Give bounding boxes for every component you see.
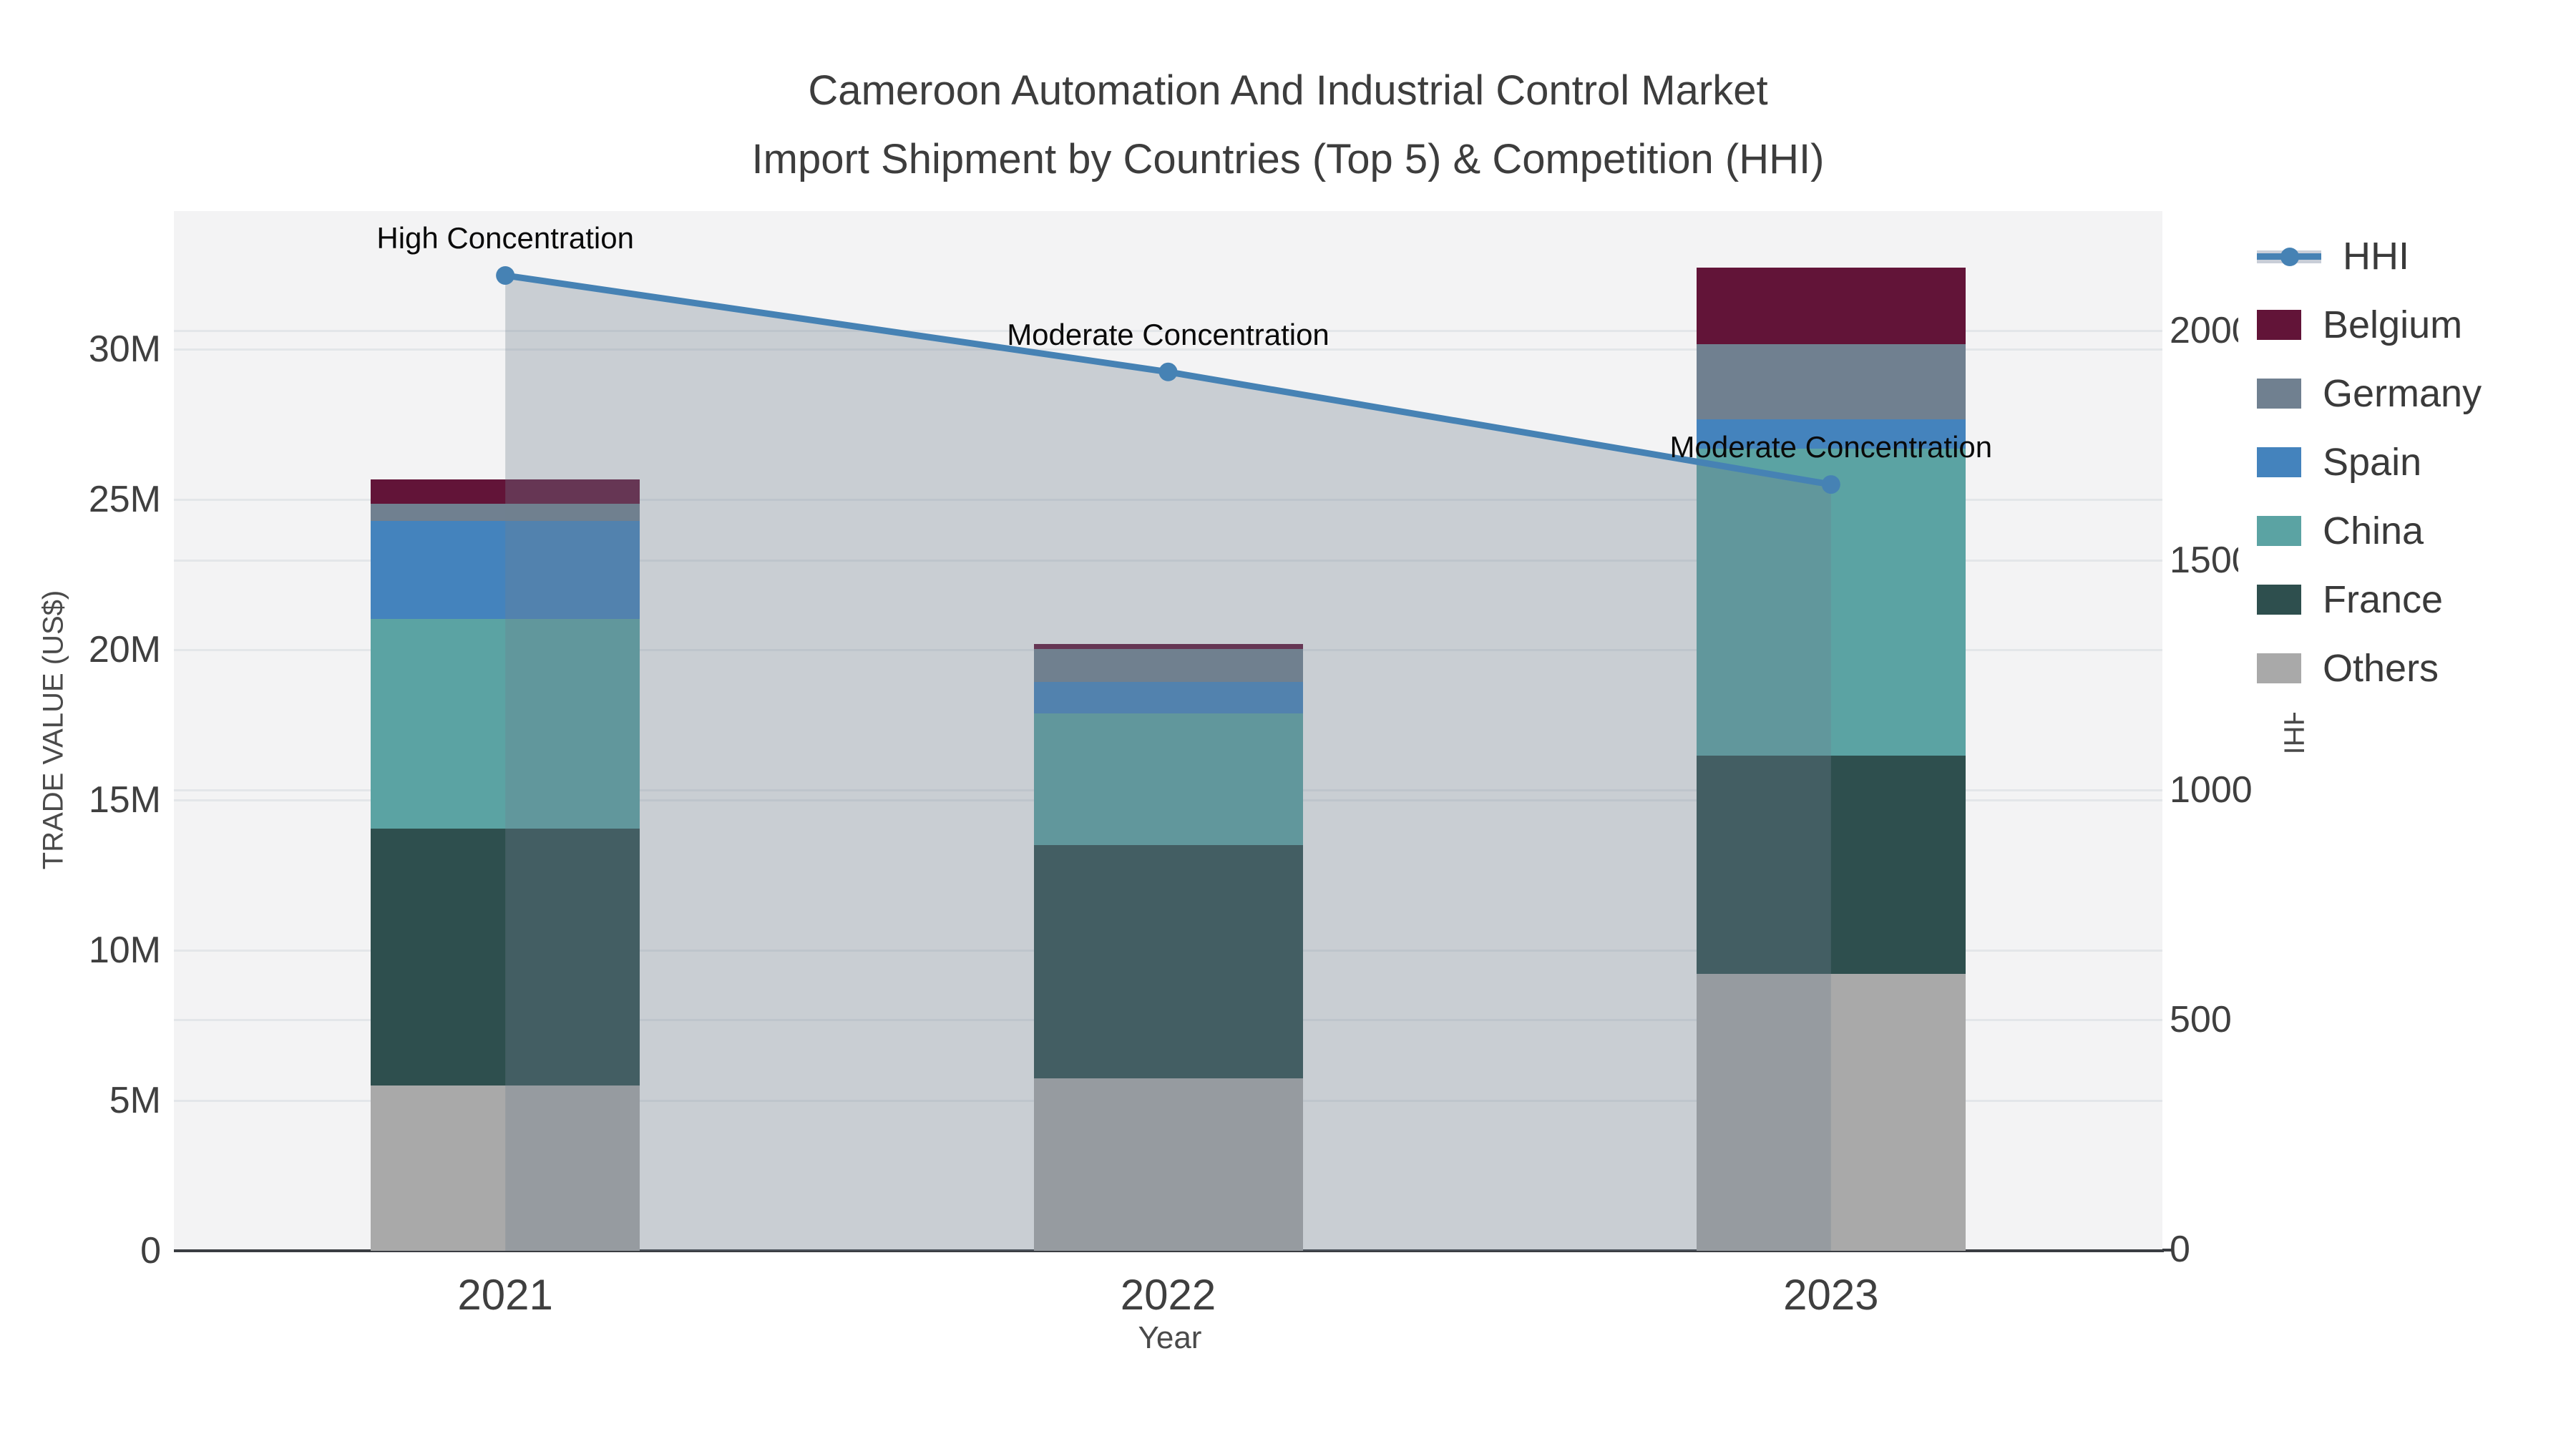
legend-label: Spain	[2323, 441, 2422, 484]
annotation-2023: Moderate Concentration	[1669, 430, 1993, 464]
hhi-line-sample-icon	[2257, 240, 2321, 272]
annotation-2021: High Concentration	[376, 220, 634, 255]
bar-segment-belgium-2021[interactable]	[371, 479, 640, 504]
legend-label: Others	[2323, 647, 2439, 690]
legend-swatch-china	[2257, 516, 2301, 546]
y-left-tick-label: 10M	[88, 930, 161, 972]
bar-segment-belgium-2022[interactable]	[1033, 644, 1303, 649]
bar-segment-spain-2022[interactable]	[1033, 682, 1303, 713]
x-tick-label-2022: 2022	[1120, 1271, 1216, 1319]
gridline-right	[174, 560, 2162, 562]
legend-item-hhi[interactable]: HHI	[2257, 222, 2482, 291]
y-left-tick-label: 25M	[88, 479, 161, 521]
bar-segment-france-2023[interactable]	[1696, 755, 1966, 975]
legend-label: China	[2323, 509, 2424, 552]
x-axis-line	[174, 1249, 2164, 1252]
x-tick-label-2023: 2023	[1783, 1271, 1879, 1319]
legend-item-germany[interactable]: Germany	[2257, 359, 2482, 428]
y-right-tick-label: 500	[2170, 999, 2232, 1040]
y-left-tick-label: 15M	[88, 779, 161, 821]
legend-swatch-france	[2257, 585, 2301, 615]
legend: HHI Belgium Germany Spain China France Others	[2238, 212, 2499, 713]
bar-segment-china-2021[interactable]	[371, 618, 640, 829]
right-axis-tick	[2162, 1249, 2174, 1252]
gridline-left	[174, 499, 2162, 502]
legend-label: HHI	[2343, 235, 2409, 278]
bar-segment-germany-2021[interactable]	[371, 504, 640, 521]
legend-item-belgium[interactable]: Belgium	[2257, 291, 2482, 359]
annotation-2022: Moderate Concentration	[1007, 317, 1330, 351]
x-axis-title: Year	[1138, 1320, 1202, 1355]
bar-segment-others-2023[interactable]	[1696, 974, 1966, 1251]
y-left-tick-label: 30M	[88, 328, 161, 371]
y-left-tick-label: 0	[140, 1230, 161, 1272]
legend-label: Belgium	[2323, 303, 2463, 346]
legend-item-france[interactable]: France	[2257, 565, 2482, 634]
bar-segment-germany-2023[interactable]	[1696, 344, 1966, 420]
y-left-tick-label: 5M	[109, 1080, 161, 1122]
legend-item-others[interactable]: Others	[2257, 634, 2482, 703]
x-tick-label-2021: 2021	[457, 1271, 553, 1319]
bar-segment-others-2022[interactable]	[1033, 1078, 1303, 1251]
legend-item-spain[interactable]: Spain	[2257, 428, 2482, 497]
y-right-tick-label: 0	[2170, 1229, 2190, 1270]
legend-label: Germany	[2323, 372, 2482, 415]
bar-segment-france-2022[interactable]	[1033, 845, 1303, 1078]
legend-label: France	[2323, 578, 2444, 621]
chart-title-line2: Import Shipment by Countries (Top 5) & C…	[751, 136, 1825, 182]
y-right-tick-label: 1000	[2170, 769, 2253, 811]
legend-swatch-belgium	[2257, 310, 2301, 340]
bar-segment-france-2021[interactable]	[371, 828, 640, 1086]
chart-title-line1: Cameroon Automation And Industrial Contr…	[808, 67, 1768, 114]
bar-segment-others-2021[interactable]	[371, 1085, 640, 1251]
legend-swatch-spain	[2257, 447, 2301, 477]
y-left-tick-label: 20M	[88, 629, 161, 671]
legend-swatch-others	[2257, 653, 2301, 683]
bar-segment-belgium-2023[interactable]	[1696, 267, 1966, 345]
legend-item-china[interactable]: China	[2257, 497, 2482, 565]
bar-segment-china-2022[interactable]	[1033, 713, 1303, 846]
bar-segment-spain-2021[interactable]	[371, 520, 640, 619]
bar-segment-germany-2022[interactable]	[1033, 648, 1303, 683]
bar-segment-china-2023[interactable]	[1696, 448, 1966, 756]
legend-swatch-germany	[2257, 379, 2301, 409]
